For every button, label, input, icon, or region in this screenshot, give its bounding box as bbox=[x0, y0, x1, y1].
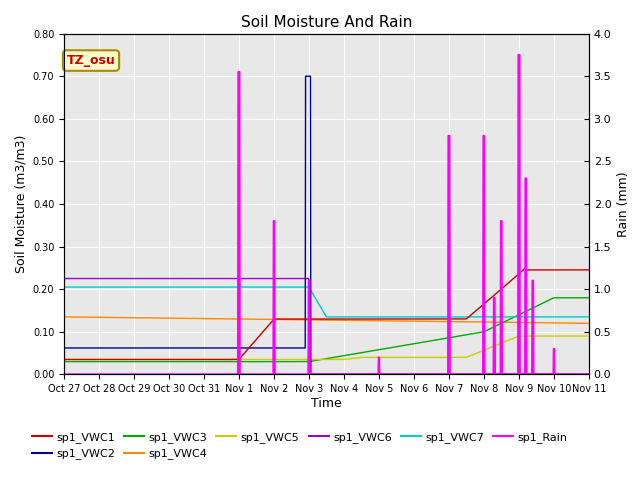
sp1_VWC7 bbox=[122, 284, 130, 290]
sp1_VWC3 bbox=[359, 349, 367, 355]
sp1_VWC2 bbox=[294, 345, 301, 351]
sp1_Rain bbox=[303, 372, 311, 377]
sp1_VWC5 bbox=[359, 355, 367, 360]
sp1_VWC3 bbox=[122, 359, 130, 364]
Y-axis label: Rain (mm): Rain (mm) bbox=[617, 171, 630, 237]
sp1_VWC7 bbox=[118, 284, 125, 290]
sp1_VWC7 bbox=[283, 284, 291, 290]
sp1_VWC7 bbox=[294, 284, 301, 290]
sp1_VWC5 bbox=[324, 357, 332, 362]
Line: sp1_VWC2: sp1_VWC2 bbox=[64, 76, 589, 374]
sp1_VWC1 bbox=[283, 316, 291, 322]
Y-axis label: Soil Moisture (m3/m3): Soil Moisture (m3/m3) bbox=[14, 135, 28, 273]
sp1_VWC2 bbox=[60, 345, 68, 351]
sp1_Rain bbox=[100, 372, 108, 377]
sp1_Rain bbox=[585, 372, 593, 377]
sp1_Rain bbox=[359, 372, 367, 377]
sp1_VWC7 bbox=[359, 314, 367, 320]
sp1_VWC4 bbox=[60, 314, 68, 320]
Line: sp1_VWC3: sp1_VWC3 bbox=[64, 298, 589, 361]
Line: sp1_VWC7: sp1_VWC7 bbox=[64, 287, 589, 317]
sp1_Rain bbox=[515, 52, 522, 58]
Line: sp1_VWC5: sp1_VWC5 bbox=[64, 336, 589, 360]
sp1_VWC3 bbox=[100, 359, 108, 364]
sp1_VWC7 bbox=[100, 284, 108, 290]
sp1_VWC7 bbox=[468, 314, 476, 320]
Line: sp1_Rain: sp1_Rain bbox=[64, 55, 589, 374]
sp1_VWC4 bbox=[303, 317, 311, 323]
sp1_VWC6 bbox=[305, 372, 313, 377]
sp1_VWC6 bbox=[294, 276, 301, 281]
sp1_VWC2 bbox=[360, 372, 367, 377]
sp1_VWC3 bbox=[585, 295, 593, 300]
sp1_VWC5 bbox=[303, 357, 311, 362]
sp1_VWC7 bbox=[303, 284, 311, 290]
sp1_VWC6 bbox=[585, 372, 593, 377]
sp1_VWC2 bbox=[585, 372, 593, 377]
sp1_VWC3 bbox=[60, 359, 68, 364]
sp1_VWC6 bbox=[303, 276, 311, 281]
sp1_VWC5 bbox=[294, 357, 301, 362]
sp1_VWC7 bbox=[585, 314, 593, 320]
sp1_VWC1 bbox=[303, 316, 311, 322]
sp1_VWC6 bbox=[100, 276, 108, 281]
Legend: sp1_VWC1, sp1_VWC2, sp1_VWC3, sp1_VWC4, sp1_VWC5, sp1_VWC6, sp1_VWC7, sp1_Rain: sp1_VWC1, sp1_VWC2, sp1_VWC3, sp1_VWC4, … bbox=[28, 428, 572, 464]
sp1_VWC4 bbox=[294, 317, 301, 323]
sp1_VWC3 bbox=[283, 359, 291, 364]
Title: Soil Moisture And Rain: Soil Moisture And Rain bbox=[241, 15, 412, 30]
sp1_VWC3 bbox=[554, 295, 561, 300]
sp1_VWC4 bbox=[283, 317, 291, 323]
sp1_VWC2 bbox=[307, 372, 315, 377]
sp1_Rain bbox=[122, 372, 130, 377]
sp1_VWC5 bbox=[100, 357, 108, 362]
sp1_VWC6 bbox=[122, 276, 130, 281]
sp1_VWC1 bbox=[585, 267, 593, 273]
sp1_VWC1 bbox=[122, 357, 130, 362]
sp1_VWC5 bbox=[585, 333, 593, 339]
sp1_Rain bbox=[294, 372, 301, 377]
sp1_VWC4 bbox=[585, 321, 593, 326]
sp1_VWC2 bbox=[283, 345, 291, 351]
sp1_VWC5 bbox=[60, 357, 68, 362]
sp1_VWC6 bbox=[242, 276, 250, 281]
sp1_VWC2 bbox=[100, 345, 108, 351]
sp1_VWC2 bbox=[301, 73, 309, 79]
sp1_Rain bbox=[60, 372, 68, 377]
sp1_Rain bbox=[283, 372, 291, 377]
sp1_VWC3 bbox=[122, 359, 130, 364]
sp1_VWC1 bbox=[60, 357, 68, 362]
sp1_VWC5 bbox=[556, 333, 563, 339]
sp1_VWC6 bbox=[60, 276, 68, 281]
sp1_VWC6 bbox=[360, 372, 367, 377]
sp1_VWC6 bbox=[283, 276, 291, 281]
X-axis label: Time: Time bbox=[311, 397, 342, 410]
sp1_VWC4 bbox=[359, 318, 367, 324]
sp1_VWC1 bbox=[522, 265, 530, 271]
sp1_VWC1 bbox=[101, 357, 109, 362]
sp1_VWC1 bbox=[294, 316, 301, 322]
sp1_VWC7 bbox=[60, 284, 68, 290]
sp1_VWC4 bbox=[122, 315, 130, 321]
Line: sp1_VWC1: sp1_VWC1 bbox=[64, 268, 589, 360]
sp1_VWC4 bbox=[100, 314, 108, 320]
sp1_VWC1 bbox=[97, 357, 104, 362]
Text: TZ_osu: TZ_osu bbox=[67, 54, 115, 67]
sp1_VWC3 bbox=[294, 359, 301, 364]
sp1_VWC3 bbox=[303, 359, 311, 364]
sp1_VWC2 bbox=[303, 73, 311, 79]
sp1_VWC5 bbox=[283, 357, 291, 362]
sp1_VWC5 bbox=[122, 357, 130, 362]
Line: sp1_VWC6: sp1_VWC6 bbox=[64, 278, 589, 374]
sp1_VWC2 bbox=[122, 345, 130, 351]
Line: sp1_VWC4: sp1_VWC4 bbox=[64, 317, 589, 324]
sp1_VWC1 bbox=[359, 316, 367, 322]
